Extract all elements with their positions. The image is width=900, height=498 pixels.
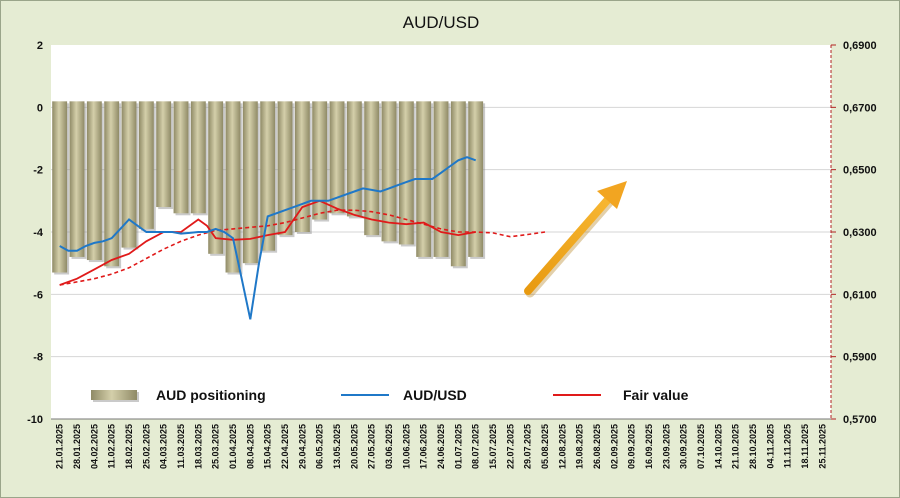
y-right-tick-label: 0,6100 xyxy=(843,289,877,301)
x-tick-label: 29.04.2025 xyxy=(297,424,307,469)
x-tick-label: 01.07.2025 xyxy=(453,424,463,469)
x-tick-label: 24.06.2025 xyxy=(436,424,446,469)
x-tick-label: 08.04.2025 xyxy=(245,424,255,469)
fair-value-line xyxy=(59,199,476,286)
x-tick-label: 17.06.2025 xyxy=(419,424,429,469)
positioning-bar xyxy=(121,101,137,248)
positioning-bar xyxy=(225,101,241,273)
positioning-bar xyxy=(277,101,293,236)
x-tick-label: 25.02.2025 xyxy=(141,424,151,469)
positioning-bar xyxy=(69,101,85,257)
legend-label-fair-value: Fair value xyxy=(623,387,689,403)
positioning-bar xyxy=(208,101,224,254)
x-tick-label: 05.08.2025 xyxy=(540,424,550,469)
positioning-bar xyxy=(364,101,380,236)
x-tick-label: 09.09.2025 xyxy=(627,424,637,469)
x-tick-label: 12.08.2025 xyxy=(557,424,567,469)
x-tick-label: 02.09.2025 xyxy=(609,424,619,469)
x-tick-label: 18.03.2025 xyxy=(193,424,203,469)
legend-label-audusd: AUD/USD xyxy=(403,387,467,403)
x-tick-label: 30.09.2025 xyxy=(679,424,689,469)
y-left-tick-label: 0 xyxy=(37,102,43,114)
positioning-bar xyxy=(260,101,276,251)
positioning-bar xyxy=(104,101,120,267)
positioning-bar xyxy=(381,101,397,242)
y-right-tick-label: 0,6500 xyxy=(843,165,877,177)
positioning-bar xyxy=(52,101,68,273)
x-tick-label: 04.03.2025 xyxy=(159,424,169,469)
x-tick-label: 25.03.2025 xyxy=(211,424,221,469)
y-right-tick-label: 0,6700 xyxy=(843,102,877,114)
x-tick-label: 04.11.2025 xyxy=(765,424,775,469)
x-tick-label: 19.08.2025 xyxy=(575,424,585,469)
x-tick-label: 03.06.2025 xyxy=(384,424,394,469)
x-tick-label: 07.10.2025 xyxy=(696,424,706,469)
y-left-tick-label: -8 xyxy=(33,352,43,364)
positioning-bar xyxy=(138,101,154,229)
x-tick-label: 25.11.2025 xyxy=(817,424,827,469)
y-left-tick-label: -2 xyxy=(33,165,43,177)
positioning-bar xyxy=(294,101,310,232)
x-tick-label: 11.02.2025 xyxy=(107,424,117,469)
bars xyxy=(52,101,486,275)
y-left-tick-label: -10 xyxy=(27,414,43,426)
positioning-bar xyxy=(312,101,328,220)
x-tick-label: 18.11.2025 xyxy=(800,424,810,469)
positioning-bar xyxy=(190,101,206,214)
x-tick-label: 08.07.2025 xyxy=(471,424,481,469)
x-tick-label: 11.03.2025 xyxy=(176,424,186,469)
positioning-bar xyxy=(242,101,258,264)
lines xyxy=(59,156,546,320)
x-tick-label: 21.01.2025 xyxy=(55,424,65,469)
x-tick-label: 28.10.2025 xyxy=(748,424,758,469)
x-tick-label: 10.06.2025 xyxy=(401,424,411,469)
positioning-bar xyxy=(468,101,484,257)
x-tick-label: 22.07.2025 xyxy=(505,424,515,469)
positioning-bar xyxy=(433,101,449,257)
x-tick-label: 23.09.2025 xyxy=(661,424,671,469)
positioning-bar xyxy=(156,101,172,208)
x-tick-label: 06.05.2025 xyxy=(315,424,325,469)
x-tick-label: 16.09.2025 xyxy=(644,424,654,469)
x-tick-label: 04.02.2025 xyxy=(89,424,99,469)
x-tick-label: 15.07.2025 xyxy=(488,424,498,469)
positioning-bar xyxy=(346,101,362,217)
legend-label-positioning: AUD positioning xyxy=(156,387,266,403)
positioning-bar xyxy=(450,101,466,267)
x-tick-label: 01.04.2025 xyxy=(228,424,238,469)
fair-value-dashed-line xyxy=(59,209,546,286)
positioning-bar xyxy=(86,101,102,261)
x-tick-label: 27.05.2025 xyxy=(367,424,377,469)
x-tick-label: 21.10.2025 xyxy=(731,424,741,469)
y-left-tick-label: -6 xyxy=(33,289,43,301)
y-left-tick-label: 2 xyxy=(37,40,43,52)
legend-swatch-positioning xyxy=(91,390,137,400)
audusd-line xyxy=(59,156,477,320)
x-tick-label: 28.01.2025 xyxy=(72,424,82,469)
y-left-tick-label: -4 xyxy=(33,227,44,239)
y-right-tick-label: 0,5900 xyxy=(843,352,877,364)
up-arrow-annotation xyxy=(524,181,627,298)
y-right-tick-label: 0,6900 xyxy=(843,40,877,52)
axes: 2 0 -2 -4 -6 -8 -10 0,6900 0,6700 0,6500 0,6300 0,6… xyxy=(27,40,877,469)
x-tick-label: 11.11.2025 xyxy=(783,424,793,468)
x-tick-label: 18.02.2025 xyxy=(124,424,134,469)
x-tick-label: 20.05.2025 xyxy=(349,424,359,469)
x-tick-label: 26.08.2025 xyxy=(592,424,602,469)
positioning-bar xyxy=(329,101,345,214)
x-tick-label: 14.10.2025 xyxy=(713,424,723,469)
legend: AUD positioning AUD/USD Fair value xyxy=(91,387,689,403)
x-tick-label: 29.07.2025 xyxy=(523,424,533,469)
positioning-bar xyxy=(398,101,414,245)
x-tick-label: 22.04.2025 xyxy=(280,424,290,469)
y-right-tick-label: 0,5700 xyxy=(843,414,877,426)
x-tick-label: 13.05.2025 xyxy=(332,424,342,469)
x-tick-label: 15.04.2025 xyxy=(263,424,273,469)
y-right-tick-label: 0,6300 xyxy=(843,227,877,239)
positioning-bar xyxy=(173,101,189,214)
chart-title: AUD/USD xyxy=(403,13,480,32)
